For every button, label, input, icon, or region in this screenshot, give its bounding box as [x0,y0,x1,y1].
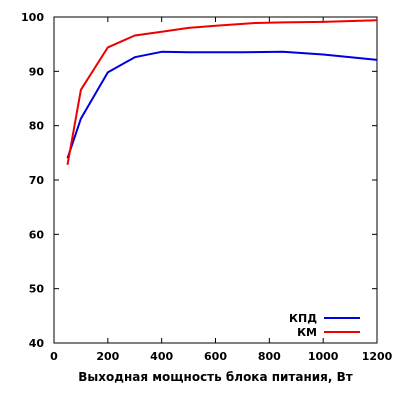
legend-label-2: КМ [297,326,317,339]
x-tick-label: 400 [150,350,173,363]
y-tick-label: 50 [29,283,45,296]
y-tick-label: 40 [29,337,45,350]
x-tick-label: 200 [96,350,119,363]
y-tick-label: 70 [29,174,45,187]
series-layer [66,19,378,165]
x-axis-title: Выходная мощность блока питания, Вт [78,370,353,384]
x-tick-label: 1000 [308,350,339,363]
series-line-2 [66,19,378,165]
y-tick-label: 90 [29,65,45,78]
x-tick-label: 1200 [362,350,393,363]
legend-label-1: КПД [289,312,317,325]
x-tick-label: 800 [258,350,281,363]
plot-frame [53,16,378,344]
y-tick-label: 80 [29,120,45,133]
x-tick-label: 600 [204,350,227,363]
y-tick-label: 60 [29,228,45,241]
y-tick-label: 100 [21,11,44,24]
x-tick-label: 0 [50,350,58,363]
series-line-1 [66,50,378,159]
